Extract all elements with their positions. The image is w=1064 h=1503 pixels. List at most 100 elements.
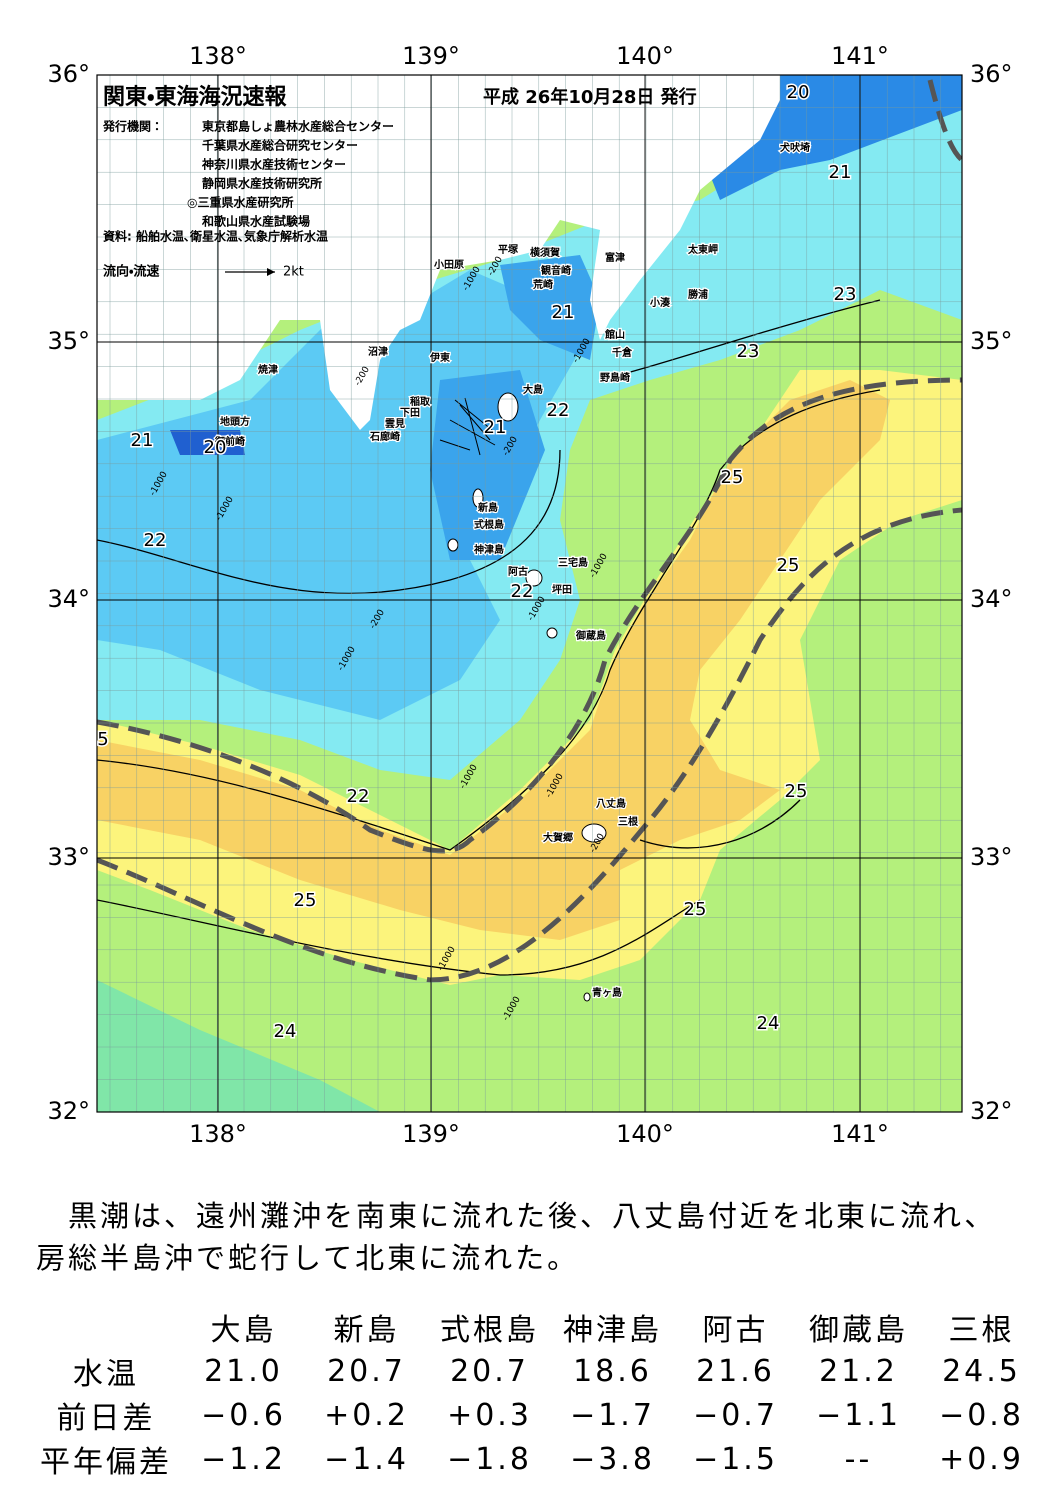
data-table: 大島 新島 式根島 神津島 阿古 御蔵島 三根 水温 21.0 20.7 20.7 18.6 21.6 2…	[30, 1305, 1043, 1481]
isotherm-label: 5	[97, 729, 108, 750]
place-name: 館山	[604, 328, 625, 341]
table-row: 平年偏差 −1.2 −1.4 −1.8 −3.8 −1.5 -- +0.9	[30, 1437, 1043, 1481]
current-arrow	[454, 399, 493, 431]
column-header: 阿古	[702, 1313, 769, 1348]
place-name: 下田	[400, 407, 420, 419]
isotherm-line	[599, 299, 881, 381]
legend-arrow-head	[267, 268, 275, 276]
island	[525, 569, 543, 587]
place-name: 神津島	[473, 543, 504, 556]
lat-label: 33°	[970, 843, 1013, 871]
column-header: 新島	[333, 1313, 400, 1348]
place-name: 千倉	[612, 346, 633, 359]
current-arrow	[439, 439, 471, 451]
table-cell: −1.2	[201, 1441, 286, 1477]
sea-dark-blue	[430, 370, 545, 560]
publisher: 和歌山県水産試験場	[201, 214, 310, 229]
lon-label: 140°	[616, 1120, 674, 1148]
island	[497, 392, 519, 422]
current-arrow	[464, 397, 481, 456]
isotherm-line	[97, 389, 881, 851]
island	[447, 538, 459, 552]
isotherm-label: 24	[757, 1013, 780, 1034]
sea-dark-blue	[170, 430, 245, 455]
isotherm-label: 21	[484, 417, 507, 438]
column-header: 神津島	[563, 1313, 662, 1348]
place-name: 野島崎	[600, 371, 630, 384]
current-arrow	[449, 419, 496, 446]
island	[472, 488, 484, 508]
isotherm-label: 21	[829, 162, 852, 183]
sea-dark-blue	[500, 255, 600, 360]
isotherm-label: 23	[834, 284, 857, 305]
isotherm-label: 25	[721, 467, 744, 488]
column-header: 御蔵島	[809, 1313, 908, 1348]
place-name: 伊東	[429, 351, 450, 364]
grid	[97, 75, 962, 1112]
isotherm-label: 22	[511, 581, 534, 602]
table-cell: −1.1	[816, 1397, 901, 1433]
kuroshio-edge	[97, 507, 962, 983]
place-name: 焼津	[258, 363, 278, 376]
place-name: 勝浦	[688, 288, 708, 301]
lat-label: 34°	[970, 585, 1013, 613]
column-header: 三根	[948, 1313, 1015, 1348]
table-cell: −0.6	[201, 1397, 286, 1433]
table-cell: −1.7	[570, 1397, 655, 1433]
lon-label: 141°	[831, 42, 889, 70]
island	[581, 823, 607, 843]
publisher: 千葉県水産総合研究センター	[202, 138, 358, 153]
publisher: ◎三重県水産研究所	[187, 195, 293, 210]
lat-label: 35°	[47, 327, 90, 355]
table-cell: +0.2	[324, 1397, 409, 1433]
isotherm-label: 22	[144, 530, 167, 551]
row-label: 前日差	[56, 1401, 156, 1436]
table-cell: +0.3	[447, 1397, 532, 1433]
isotherm-label: 25	[785, 781, 808, 802]
table-row: 水温 21.0 20.7 20.7 18.6 21.6 21.2 24.5	[30, 1349, 1043, 1393]
lon-label: 139°	[402, 1120, 460, 1148]
column-header: 大島	[210, 1313, 277, 1348]
table-cell: --	[844, 1441, 873, 1477]
isotherm-label: 25	[684, 899, 707, 920]
row-label: 水温	[73, 1357, 139, 1392]
isotherm-label: 24	[274, 1021, 297, 1042]
place-name: 犬吠埼	[780, 141, 810, 154]
isotherm-label: 20	[787, 82, 810, 103]
land	[97, 75, 780, 430]
islands	[447, 392, 607, 1002]
summary: 黒潮は、遠州灘沖を南東に流れた後、八丈島付近を北東に流れ、房総半島沖で蛇行して北…	[36, 1199, 997, 1275]
place-name: 石廊崎	[369, 430, 400, 443]
isotherm-line	[639, 799, 801, 849]
legend-scale: 2kt	[283, 265, 304, 280]
publisher: 神奈川県水産技術センター	[201, 157, 346, 172]
place-name: 横須賀	[530, 246, 560, 259]
place-name: 御蔵島	[575, 629, 606, 642]
lon-label: 141°	[831, 1120, 889, 1148]
table-cell: 21.0	[204, 1353, 283, 1389]
lat-label: 36°	[47, 60, 90, 88]
place-name: 大賀郷	[543, 831, 573, 844]
isotherm-label: 23	[737, 341, 760, 362]
place-name: 沼津	[368, 345, 388, 358]
kuroshio-edges	[97, 79, 962, 983]
table-cell: −0.8	[939, 1397, 1024, 1433]
isotherm-label: 22	[547, 400, 570, 421]
island	[583, 992, 591, 1002]
sea-orange	[97, 380, 890, 940]
place-name: 地頭方	[220, 415, 250, 428]
place-name: 大島	[523, 383, 543, 396]
table-cell: −1.5	[693, 1441, 778, 1477]
table-corner	[30, 1305, 182, 1349]
source: 資料: 船舶水温､衛星水温､気象庁解析水温	[103, 229, 328, 244]
place-name: 新島	[477, 501, 498, 514]
place-name: 小田原	[433, 258, 464, 271]
table-cell: −1.8	[447, 1441, 532, 1477]
map: 138° 138° 139° 139° 140° 140° 141° 141° 36° 36° 35…	[47, 42, 1013, 1148]
table-cell: 20.7	[450, 1353, 529, 1389]
isotherm-label: 20	[204, 437, 227, 458]
place-name: 雲見	[385, 418, 405, 430]
place-name: 三宅島	[558, 556, 588, 569]
lat-label: 33°	[47, 843, 90, 871]
